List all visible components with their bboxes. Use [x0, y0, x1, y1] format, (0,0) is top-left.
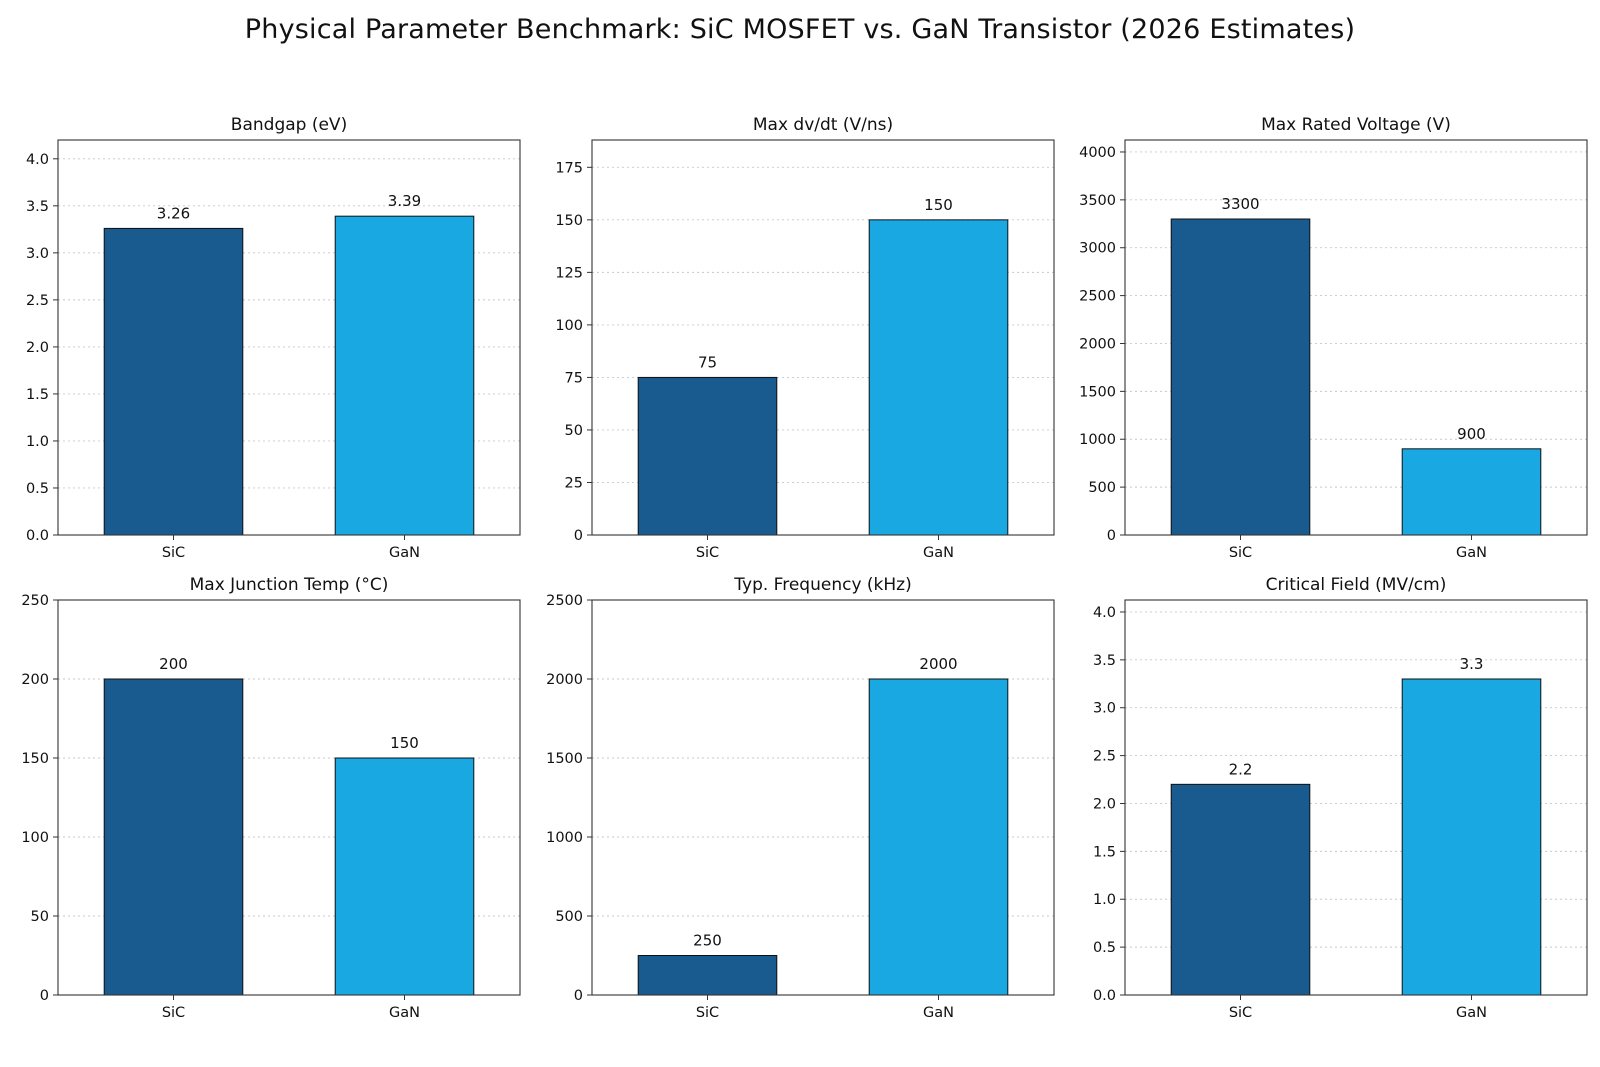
panel-6-data-label-gan: 3.3 — [1460, 655, 1484, 673]
panel-5-y-tick-label: 500 — [555, 909, 583, 925]
panel-3-bar-gan — [1401, 448, 1542, 536]
panel-2-data-label-gan: 150 — [924, 196, 953, 214]
panel-3-y-tick-label: 4000 — [1079, 145, 1116, 161]
panel-4-y-tick-label: 200 — [21, 672, 49, 688]
panel-5-title: Typ. Frequency (kHz) — [733, 575, 911, 595]
panel-4-y-tick-label: 0 — [40, 988, 49, 1004]
panel-2-y-tick-label: 150 — [555, 213, 583, 229]
panel-2-data-label-sic: 75 — [698, 353, 717, 371]
panel-3-y-tick-label: 500 — [1088, 480, 1116, 496]
panel-3-data-label-gan: 900 — [1457, 425, 1486, 443]
panel-2-y-tick-label: 50 — [565, 423, 583, 439]
panel-6-x-tick-label-gan: GaN — [1456, 1005, 1487, 1021]
panel-2-y-tick-label: 175 — [555, 160, 583, 176]
panel-1-bar-gan — [334, 215, 475, 536]
panel-1-x-tick-label-gan: GaN — [389, 545, 420, 561]
panel-2-axes-frame — [591, 139, 1055, 536]
figure-title: Physical Parameter Benchmark: SiC MOSFET… — [244, 14, 1356, 45]
panel-1-axes-frame — [57, 139, 521, 536]
panel-5-data-label-sic: 250 — [693, 932, 722, 950]
panel-1-bar-sic — [103, 227, 244, 536]
panel-3-bar-sic — [1170, 218, 1311, 536]
panel-3-y-tick-label: 2000 — [1079, 336, 1116, 352]
panel-5-data-label-gan: 2000 — [919, 655, 957, 673]
panel-6-y-tick-label: 3.0 — [1093, 701, 1116, 717]
panel-4-y-tick-label: 150 — [21, 751, 49, 767]
panel-6-y-tick-label: 3.5 — [1093, 653, 1116, 669]
panel-4-title: Max Junction Temp (°C) — [190, 575, 389, 595]
panel-4-x-tick-label-sic: SiC — [162, 1005, 185, 1021]
panel-2-y-tick-label: 100 — [555, 318, 583, 334]
panel-1-y-tick-label: 4.0 — [26, 152, 49, 168]
panel-6-y-tick-label: 1.5 — [1093, 844, 1116, 860]
panel-2-title: Max dv/dt (V/ns) — [753, 115, 893, 135]
panel-1-y-tick-label: 0.0 — [26, 528, 49, 544]
panel-1-y-tick-label: 1.0 — [26, 434, 49, 450]
panel-5-x-tick-label-sic: SiC — [696, 1005, 719, 1021]
panel-2-x-tick-label-gan: GaN — [923, 545, 954, 561]
panel-5-bar-gan — [868, 678, 1009, 996]
panel-6-y-tick-label: 2.5 — [1093, 749, 1116, 765]
panel-1-x-tick-label-sic: SiC — [162, 545, 185, 561]
panel-2-y-tick-label: 0 — [574, 528, 583, 544]
panel-4-x-tick-label-gan: GaN — [389, 1005, 420, 1021]
panel-5-y-tick-label: 1000 — [546, 830, 583, 846]
panel-6-axes-frame — [1124, 599, 1588, 996]
panel-4-y-tick-label: 250 — [21, 593, 49, 609]
panel-5-y-tick-label: 1500 — [546, 751, 583, 767]
panel-5-y-tick-label: 0 — [574, 988, 583, 1004]
panel-6-y-tick-label: 4.0 — [1093, 605, 1116, 621]
panel-1-title: Bandgap (eV) — [231, 115, 347, 135]
panel-1-y-tick-label: 1.5 — [26, 387, 49, 403]
panel-1-data-label-gan: 3.39 — [388, 192, 421, 210]
panel-2-y-tick-label: 75 — [565, 370, 583, 386]
panel-3-y-tick-label: 3500 — [1079, 193, 1116, 209]
panel-1-y-tick-label: 2.5 — [26, 293, 49, 309]
panel-3-x-tick-label-gan: GaN — [1456, 545, 1487, 561]
panel-4-data-label-gan: 150 — [390, 734, 419, 752]
panel-3-title: Max Rated Voltage (V) — [1261, 115, 1451, 135]
panel-1-y-tick-label: 0.5 — [26, 481, 49, 497]
panel-4-y-tick-label: 100 — [21, 830, 49, 846]
panel-3-y-tick-label: 1000 — [1079, 432, 1116, 448]
panel-6-title: Critical Field (MV/cm) — [1266, 575, 1447, 595]
panel-4-bar-gan — [334, 757, 475, 996]
panel-6-bar-sic — [1170, 783, 1311, 996]
panel-3-x-tick-label-sic: SiC — [1229, 545, 1252, 561]
panel-3-data-label-sic: 3300 — [1221, 195, 1259, 213]
panel-5-y-tick-label: 2500 — [546, 593, 583, 609]
panel-3-y-tick-label: 3000 — [1079, 241, 1116, 257]
panel-3-y-tick-label: 0 — [1107, 528, 1116, 544]
panel-2-y-tick-label: 125 — [555, 265, 583, 281]
panel-1-y-tick-label: 3.0 — [26, 246, 49, 262]
panel-6-y-tick-label: 2.0 — [1093, 796, 1116, 812]
panel-6-y-tick-label: 1.0 — [1093, 892, 1116, 908]
panel-4-axes-frame — [57, 599, 521, 996]
panel-2-bar-sic — [637, 376, 778, 536]
panel-1-y-tick-label: 3.5 — [26, 199, 49, 215]
panel-3-y-tick-label: 1500 — [1079, 384, 1116, 400]
panel-4-data-label-sic: 200 — [159, 655, 188, 673]
panel-6-x-tick-label-sic: SiC — [1229, 1005, 1252, 1021]
panel-4-bar-sic — [103, 678, 244, 996]
panel-6-data-label-sic: 2.2 — [1229, 760, 1253, 778]
panel-5-y-tick-label: 2000 — [546, 672, 583, 688]
panel-6-bar-gan — [1401, 678, 1542, 996]
panel-4-y-tick-label: 50 — [31, 909, 49, 925]
panel-3-axes-frame — [1124, 139, 1588, 536]
panel-2-bar-gan — [868, 219, 1009, 536]
panel-3-y-tick-label: 2500 — [1079, 289, 1116, 305]
panel-5-axes-frame — [591, 599, 1055, 996]
panel-1-data-label-sic: 3.26 — [157, 204, 190, 222]
panel-5-x-tick-label-gan: GaN — [923, 1005, 954, 1021]
panel-6-y-tick-label: 0.0 — [1093, 988, 1116, 1004]
panel-5-bar-sic — [637, 955, 778, 996]
panel-2-x-tick-label-sic: SiC — [696, 545, 719, 561]
panel-2-y-tick-label: 25 — [565, 475, 583, 491]
panel-1-y-tick-label: 2.0 — [26, 340, 49, 356]
panel-6-y-tick-label: 0.5 — [1093, 940, 1116, 956]
